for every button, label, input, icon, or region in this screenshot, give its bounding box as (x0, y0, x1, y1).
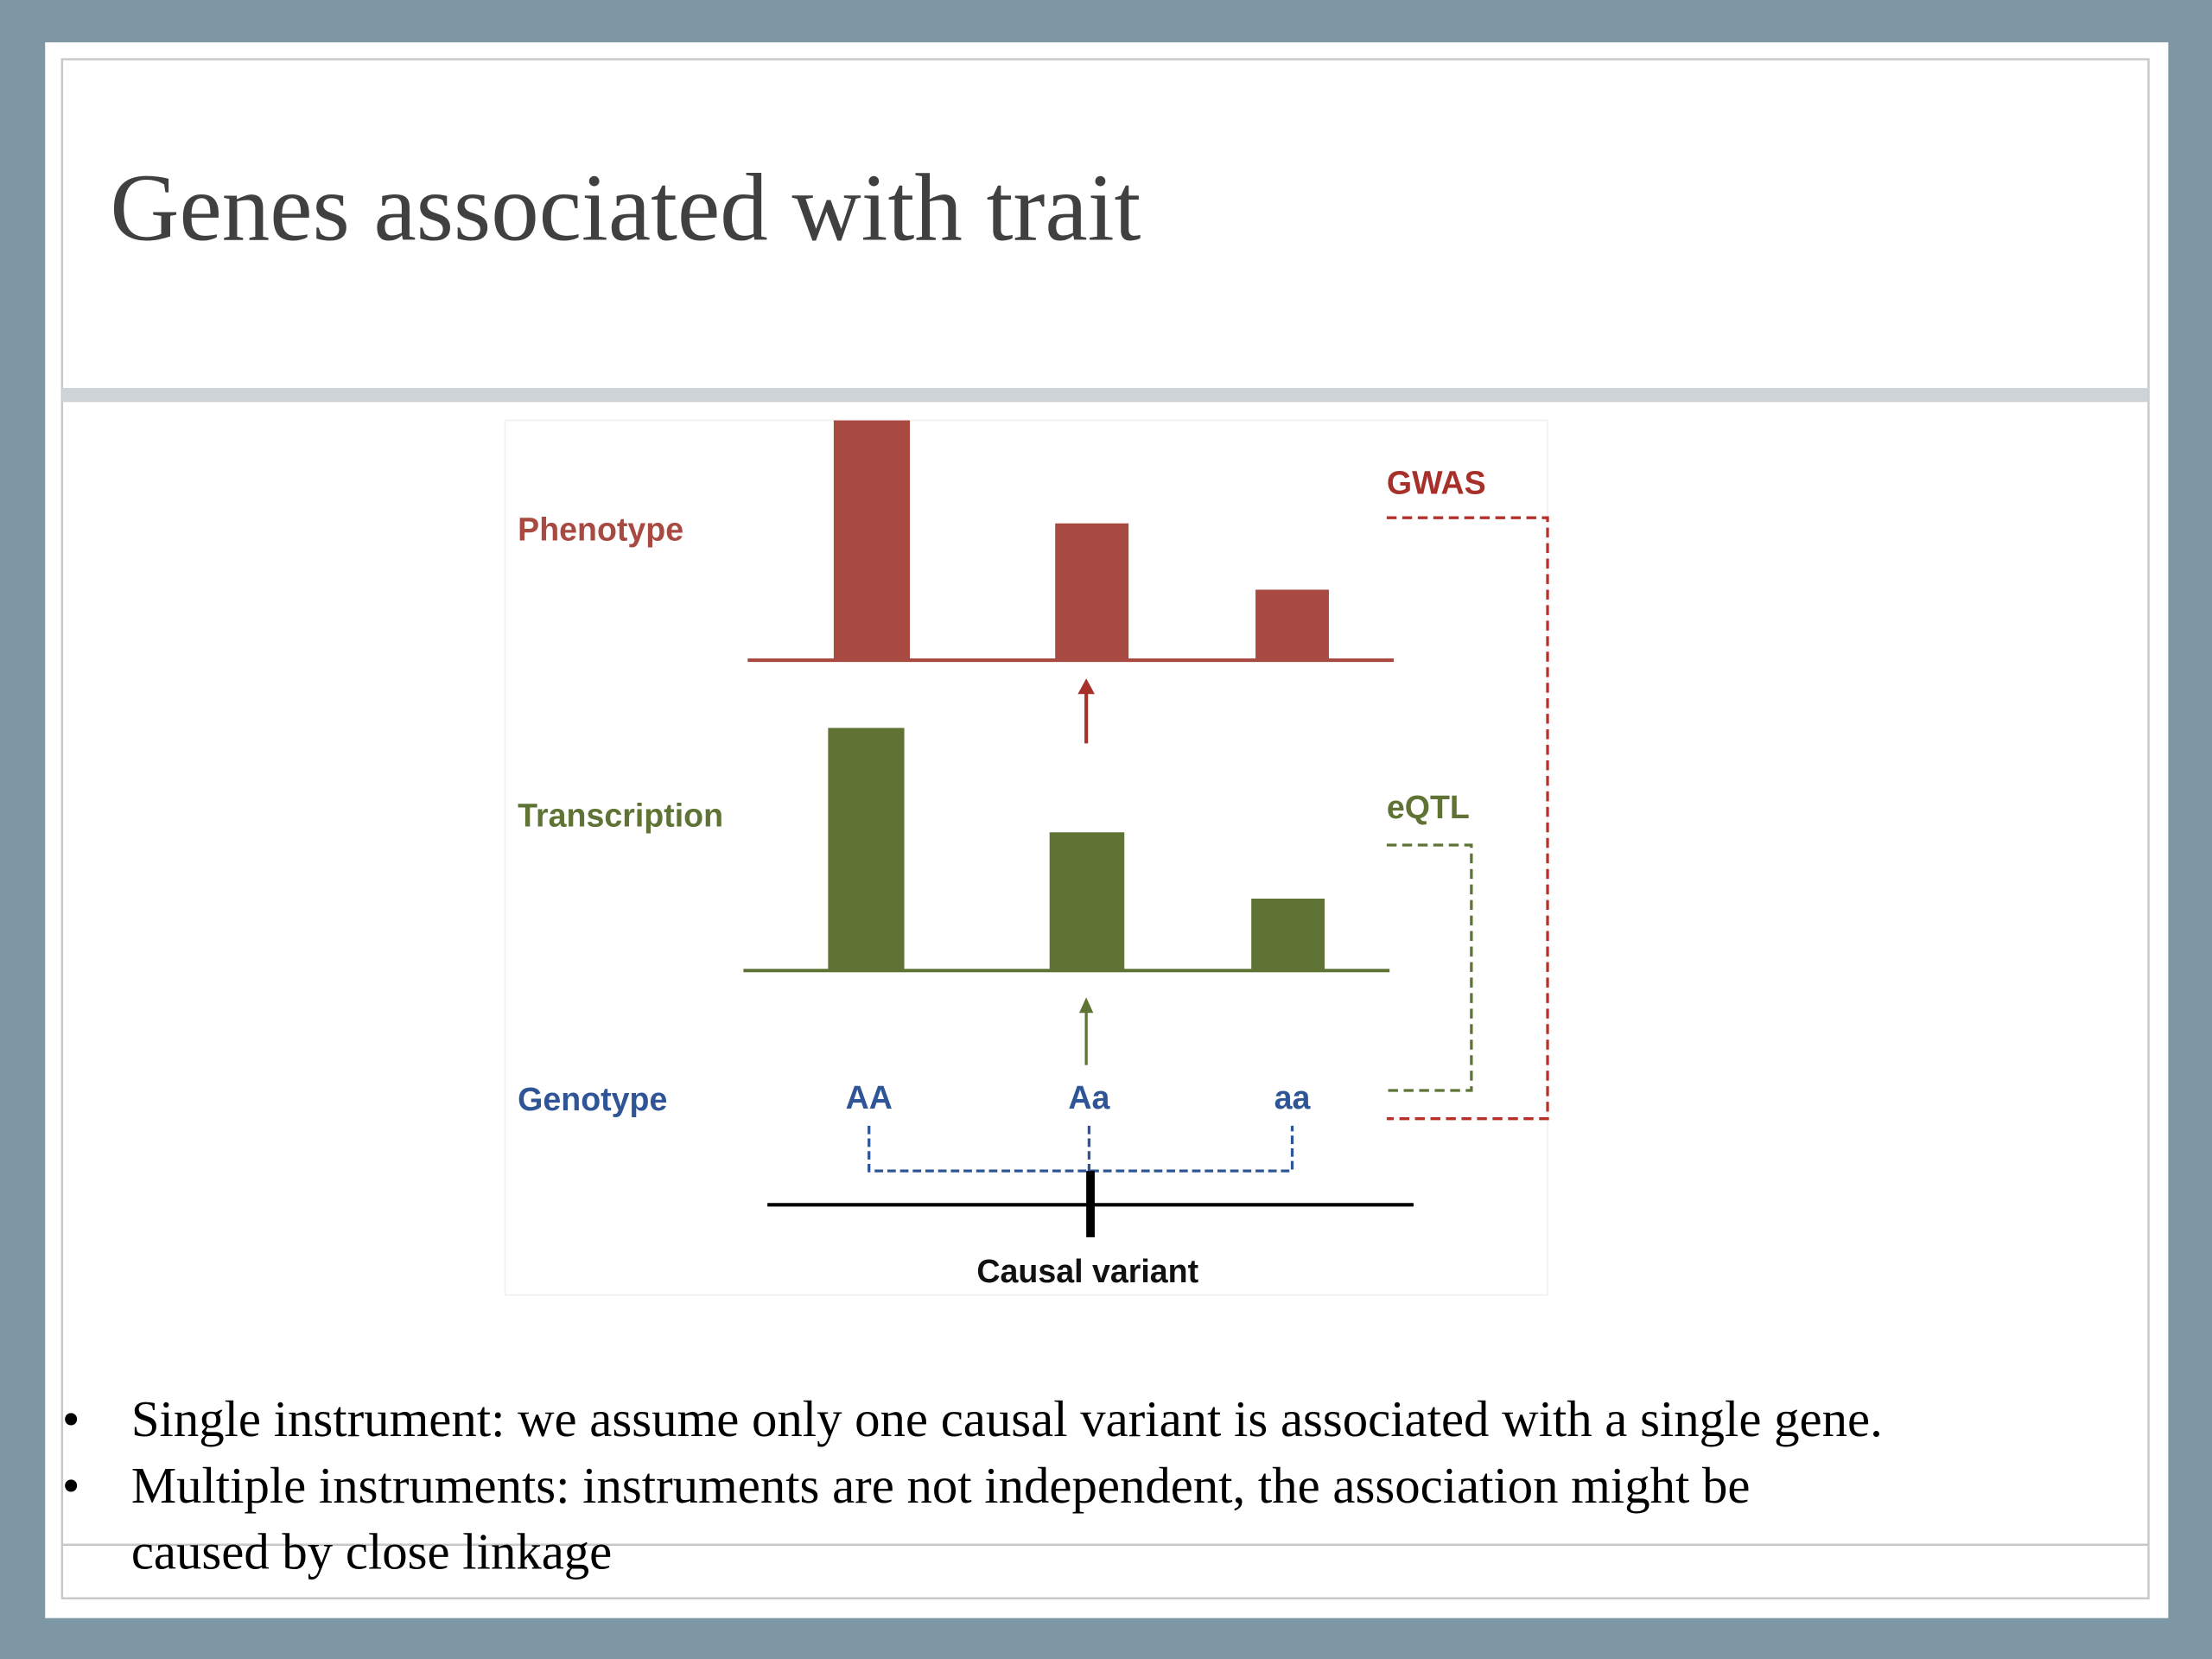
bullet-list: • Single instrument: we assume only one … (62, 1391, 1883, 1580)
slide-border (60, 58, 2150, 1600)
arrow-head (1078, 997, 1094, 1014)
row-label: Phenotype (518, 511, 683, 547)
phenotype-bar (833, 420, 911, 661)
transcription-bar (1251, 899, 1325, 971)
bullet: • (62, 1391, 80, 1447)
eqtl-label: eQTL (1387, 789, 1470, 825)
bullet: • (62, 1458, 80, 1514)
genotype-bracket (868, 1125, 1294, 1173)
phenotype-bar (1255, 589, 1329, 661)
row-label: Genotype (518, 1081, 667, 1117)
transcription-bar (1049, 832, 1125, 971)
row-label: Transcription (518, 798, 723, 834)
genotype-label: aa (1274, 1079, 1312, 1116)
bullet-text: Multiple instruments: instruments are no… (131, 1458, 1751, 1514)
arrow-head (1077, 678, 1095, 695)
genotype-label: AA (846, 1079, 893, 1116)
diagram-box (504, 419, 1548, 1296)
gwas-bracket (1386, 516, 1549, 1121)
genotype-label: Aa (1068, 1079, 1110, 1116)
causal-variant-label: Causal variant (976, 1253, 1198, 1289)
gwas-label: GWAS (1387, 464, 1486, 500)
bullet-text: Single instrument: we assume only one ca… (131, 1391, 1883, 1447)
title-separator (61, 387, 2149, 403)
eqtl-bracket (1386, 843, 1473, 1092)
diagram: Phenotype Transcription Genotype AA Aa a… (504, 419, 1549, 1296)
bullet-text: caused by close linkage (131, 1524, 612, 1580)
slide-title: Genes associated with trait (110, 156, 1141, 262)
phenotype-bar (1055, 523, 1129, 661)
transcription-bar (828, 728, 905, 971)
